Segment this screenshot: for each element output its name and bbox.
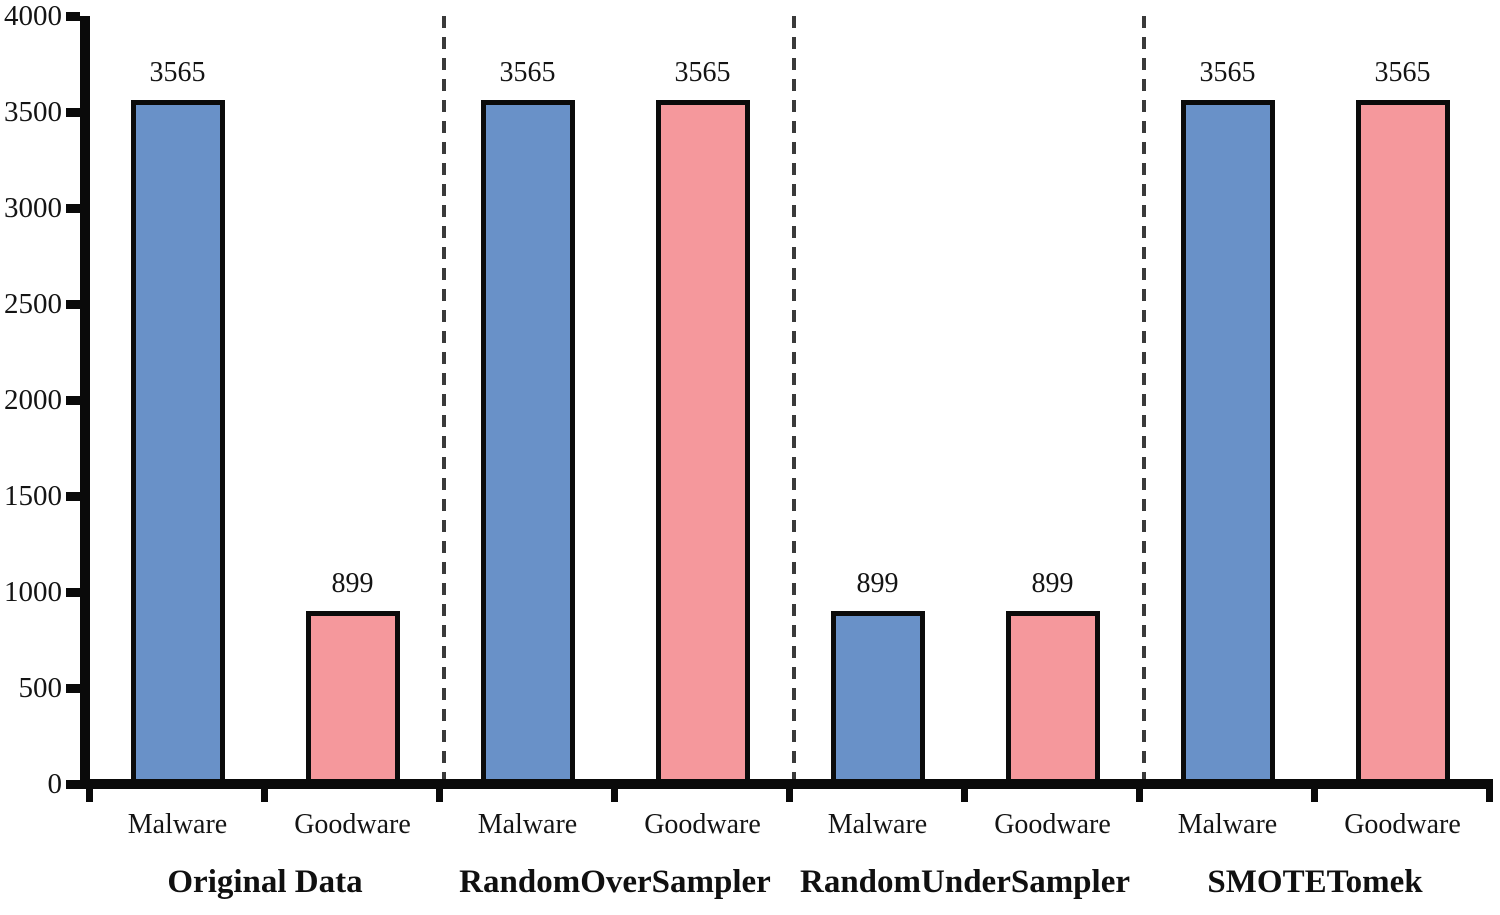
y-tick-mark <box>66 780 80 789</box>
x-tick-mark <box>1136 789 1143 802</box>
x-tick-mark <box>1486 789 1493 802</box>
group-separator-dashed-line <box>792 16 796 779</box>
bar-value-label: 3565 <box>674 56 731 88</box>
bar-value-label: 3565 <box>1374 56 1431 88</box>
bar-malware-original-data <box>130 99 225 788</box>
x-tick-mark <box>86 789 93 802</box>
category-label: Goodware <box>294 809 411 840</box>
y-tick-label: 3000 <box>4 192 62 224</box>
bar-goodware-smotetomek <box>1355 99 1450 788</box>
y-tick-label: 4000 <box>4 0 62 32</box>
x-tick-mark <box>961 789 968 802</box>
y-tick-mark <box>66 492 80 501</box>
y-tick-label: 1500 <box>4 480 62 512</box>
y-tick-mark <box>66 300 80 309</box>
y-tick-mark <box>66 204 80 213</box>
x-tick-mark <box>436 789 443 802</box>
group-separator-dashed-line <box>442 16 446 779</box>
bar-value-label: 899 <box>331 568 374 600</box>
bar-value-label: 3565 <box>499 56 556 88</box>
x-tick-mark <box>786 789 793 802</box>
y-tick-label: 1000 <box>4 576 62 608</box>
category-label: Goodware <box>1344 809 1461 840</box>
category-label: Goodware <box>994 809 1111 840</box>
y-tick-label: 2500 <box>4 288 62 320</box>
x-tick-mark <box>611 789 618 802</box>
bar-goodware-randomundersampler <box>1005 611 1100 788</box>
bar-value-label: 3565 <box>149 56 206 88</box>
bar-goodware-randomoversampler <box>655 99 750 788</box>
y-tick-mark <box>66 396 80 405</box>
x-axis-line <box>80 779 1493 789</box>
category-label: Malware <box>827 809 928 840</box>
bar-malware-randomoversampler <box>480 99 575 788</box>
y-tick-label: 0 <box>47 768 63 800</box>
bar-value-label: 899 <box>856 568 899 600</box>
y-tick-mark <box>66 684 80 693</box>
group-label: SMOTETomek <box>1207 864 1423 900</box>
group-separator-dashed-line <box>1142 16 1146 779</box>
bar-value-label: 3565 <box>1199 56 1256 88</box>
y-axis-line <box>80 16 90 789</box>
group-label: Original Data <box>167 864 363 900</box>
category-label: Malware <box>127 809 228 840</box>
group-label: RandomUnderSampler <box>799 864 1131 900</box>
y-tick-mark <box>66 588 80 597</box>
group-label: RandomOverSampler <box>459 864 771 900</box>
bar-malware-smotetomek <box>1180 99 1275 788</box>
category-label: Malware <box>477 809 578 840</box>
category-label: Goodware <box>644 809 761 840</box>
x-tick-mark <box>261 789 268 802</box>
y-tick-label: 3500 <box>4 96 62 128</box>
y-tick-label: 500 <box>18 672 63 704</box>
bar-value-label: 899 <box>1031 568 1074 600</box>
y-tick-mark <box>66 12 80 21</box>
x-tick-mark <box>1311 789 1318 802</box>
y-tick-mark <box>66 108 80 117</box>
category-label: Malware <box>1177 809 1278 840</box>
y-tick-label: 2000 <box>4 384 62 416</box>
